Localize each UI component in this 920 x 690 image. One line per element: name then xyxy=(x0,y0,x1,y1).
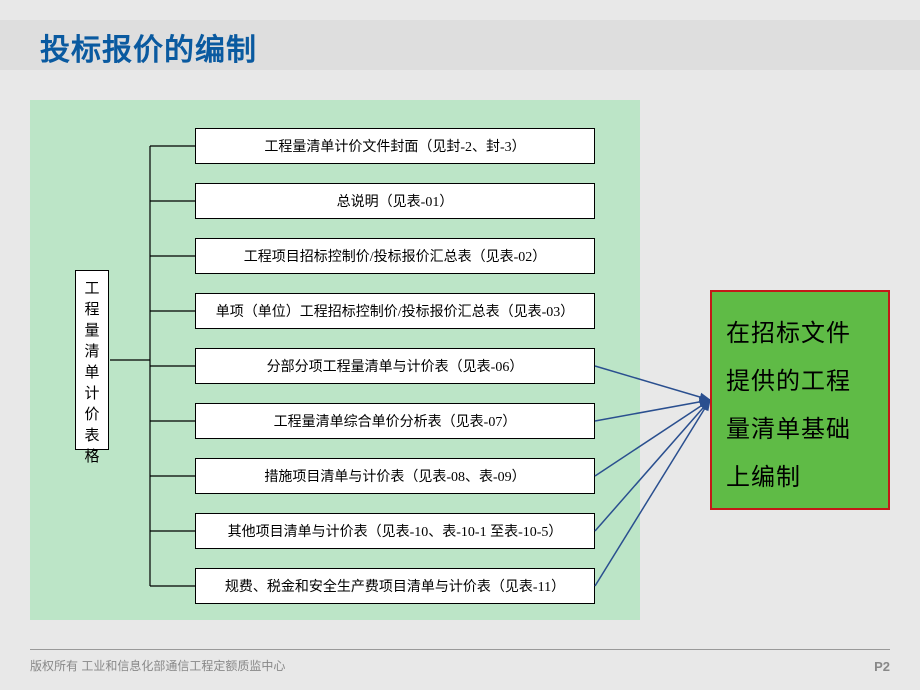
footer-page: P2 xyxy=(874,659,890,674)
page-title: 投标报价的编制 xyxy=(40,25,257,69)
tree-child: 分部分项工程量清单与计价表（见表-06） xyxy=(195,348,595,384)
note-box: 在招标文件提供的工程量清单基础上编制 xyxy=(710,290,890,510)
tree-child: 规费、税金和安全生产费项目清单与计价表（见表-11） xyxy=(195,568,595,604)
tree-child: 工程量清单综合单价分析表（见表-07） xyxy=(195,403,595,439)
footer-divider xyxy=(30,649,890,650)
tree-child: 其他项目清单与计价表（见表-10、表-10-1 至表-10-5） xyxy=(195,513,595,549)
tree-child: 单项（单位）工程招标控制价/投标报价汇总表（见表-03） xyxy=(195,293,595,329)
tree-child: 总说明（见表-01） xyxy=(195,183,595,219)
footer-copyright: 版权所有 工业和信息化部通信工程定额质监中心 xyxy=(30,657,285,674)
tree-child: 工程项目招标控制价/投标报价汇总表（见表-02） xyxy=(195,238,595,274)
tree-child: 工程量清单计价文件封面（见封-2、封-3） xyxy=(195,128,595,164)
tree-child: 措施项目清单与计价表（见表-08、表-09） xyxy=(195,458,595,494)
tree-diagram: 工 程 量 清 单 计 价 表 格 工程量清单计价文件封面（见封-2、封-3） 总… xyxy=(30,100,640,620)
tree-root: 工 程 量 清 单 计 价 表 格 xyxy=(75,270,109,450)
